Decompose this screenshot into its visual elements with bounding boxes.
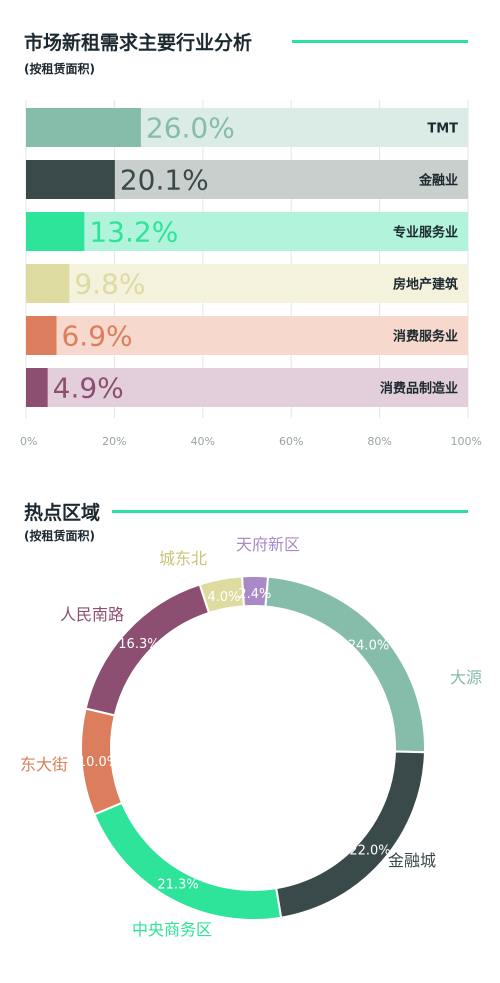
slice-name-label: 中央商务区 (132, 920, 212, 939)
slice-value-label: 16.3% (118, 637, 159, 652)
bar-chart-subtitle: (按租赁面积) (24, 62, 95, 76)
slice-value-label: 10.0% (78, 755, 119, 770)
slice-value-label: 21.3% (157, 878, 198, 893)
bar-chart-title-rule (292, 40, 468, 43)
donut-chart-subtitle: (按租赁面积) (24, 529, 95, 543)
slice-name-label: 人民南路 (60, 605, 124, 624)
slice-name-label: 东大街 (20, 755, 68, 774)
bar-value-label: 9.8% (74, 268, 145, 301)
bar-track (26, 212, 468, 251)
category-label: 房地产建筑 (393, 277, 458, 293)
donut-slice (264, 575, 426, 754)
x-tick-label: 20% (102, 435, 126, 448)
category-label: 消费服务业 (393, 329, 458, 345)
donut-slice (93, 801, 283, 921)
bar-value-label: 26.0% (146, 112, 235, 145)
bar-track (26, 368, 468, 407)
slice-name-label: 大源 (450, 668, 482, 687)
category-label: 消费品制造业 (380, 381, 458, 397)
bar-value-label: 20.1% (120, 164, 209, 197)
slice-value-label: 4.0% (207, 590, 240, 605)
x-tick-label: 100% (451, 435, 482, 448)
x-tick-label: 40% (191, 435, 215, 448)
bar (26, 368, 48, 407)
bar-track (26, 316, 468, 355)
slice-name-label: 天府新区 (236, 535, 300, 554)
donut-slice (241, 575, 270, 608)
x-tick-label: 80% (367, 435, 391, 448)
slice-value-label: 22.0% (349, 844, 390, 859)
donut-chart-title-rule (112, 510, 468, 513)
donut-slice (275, 750, 426, 919)
bar-value-label: 6.9% (61, 320, 132, 353)
bar (26, 316, 57, 355)
category-label: 金融业 (418, 173, 458, 189)
category-label: TMT (427, 122, 458, 137)
bar (26, 160, 115, 199)
slice-value-label: 24.0% (348, 639, 389, 654)
bar (26, 264, 70, 303)
bar-value-label: 13.2% (89, 216, 178, 249)
slice-value-label: 2.4% (238, 587, 271, 602)
slice-name-label: 金融城 (388, 851, 436, 870)
x-tick-label: 60% (279, 435, 303, 448)
donut-chart-title: 热点区域 (24, 502, 101, 524)
slice-name-label: 城东北 (159, 549, 207, 568)
bar-chart-title: 市场新租需求主要行业分析 (24, 32, 253, 54)
bar (26, 212, 85, 251)
bar (26, 108, 141, 147)
industry-bar-chart: 26.0% TMT 20.1% 金融业 13.2% 专业服务业 9.8% 房地产建筑 6.9% 消… (20, 100, 482, 448)
category-label: 专业服务业 (393, 225, 458, 241)
bar-value-label: 4.9% (53, 372, 124, 405)
x-tick-label: 0% (20, 435, 37, 448)
bar-track (26, 264, 468, 303)
